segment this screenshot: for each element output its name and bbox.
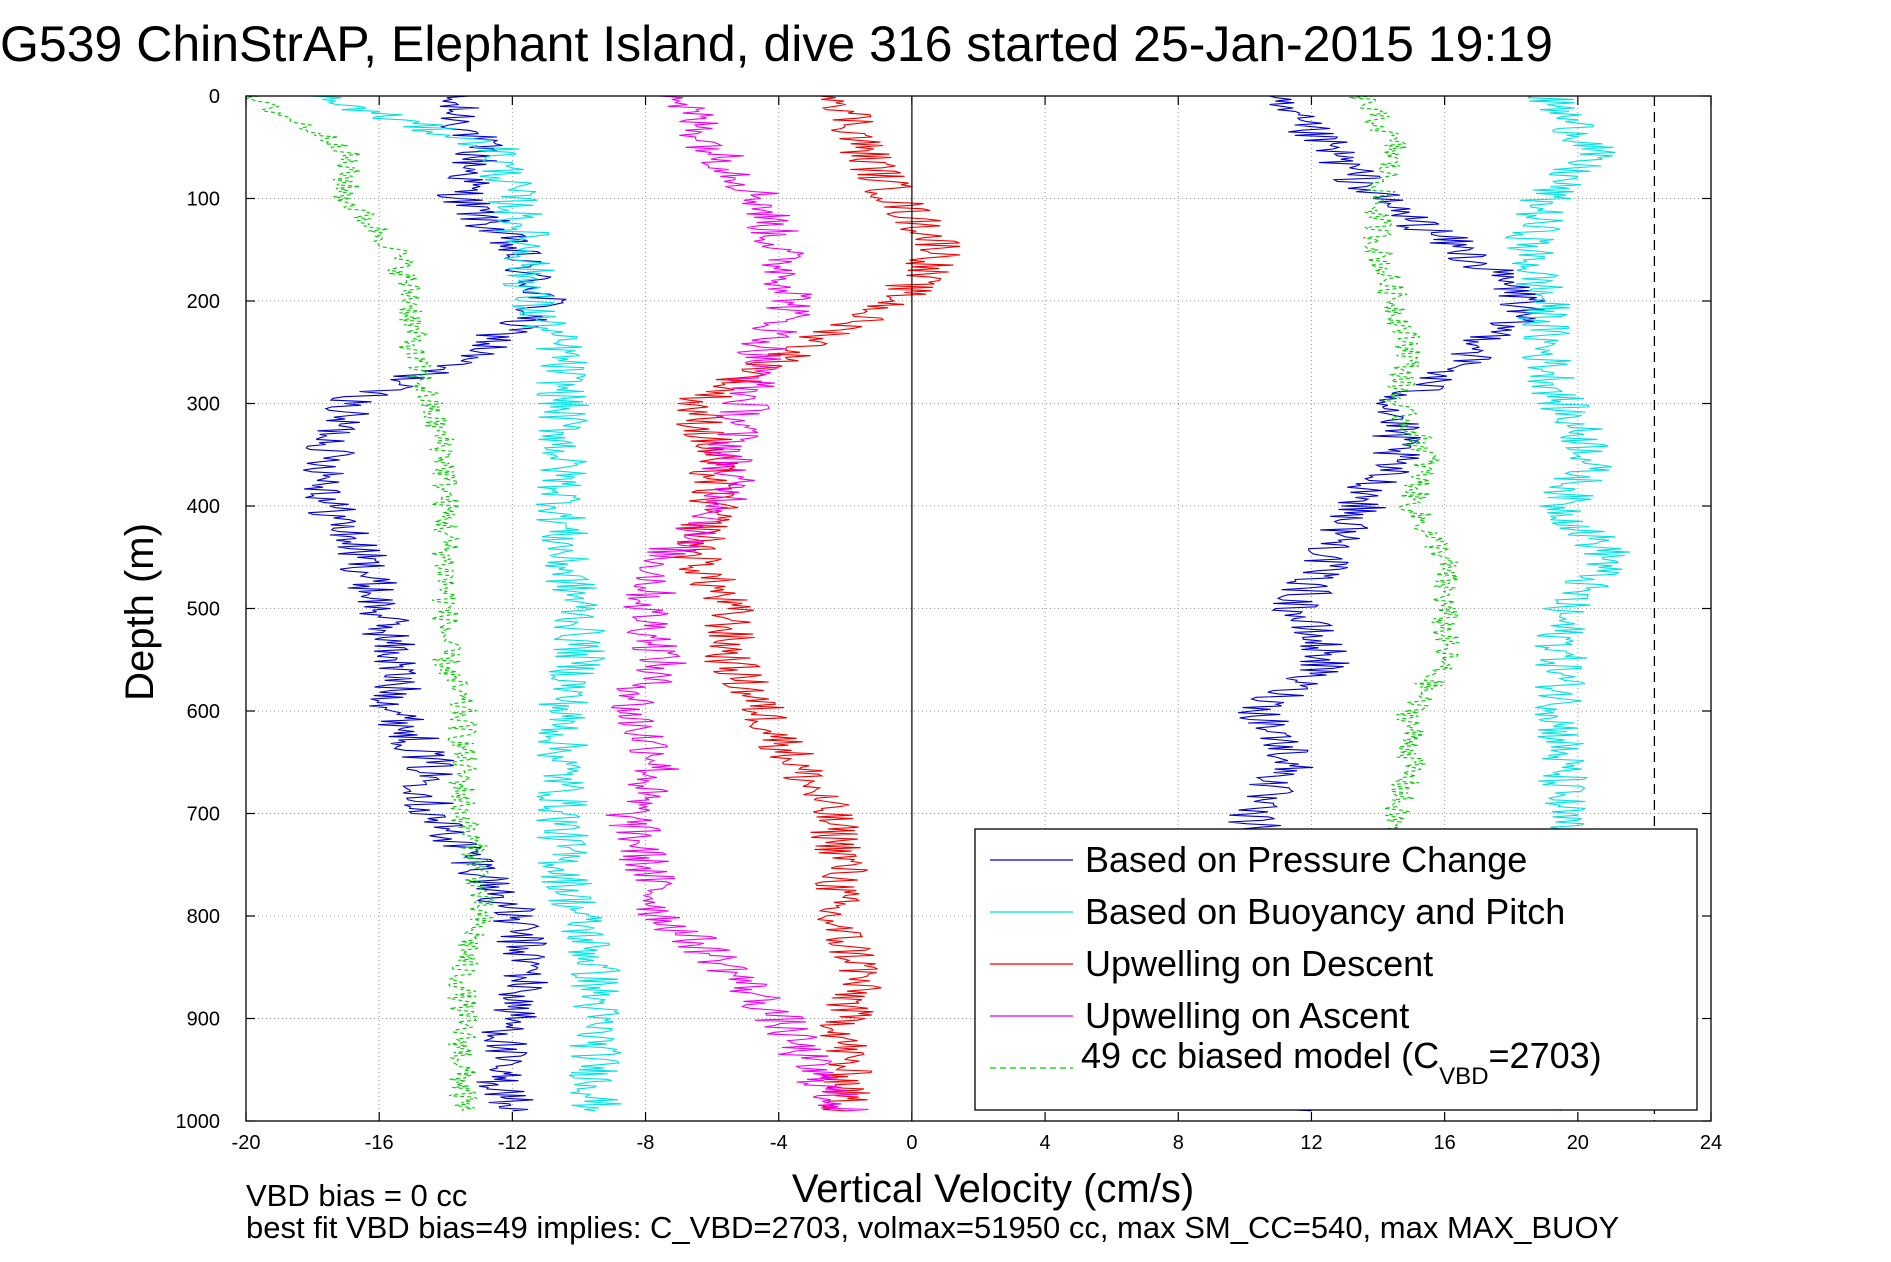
x-tick-label: 12 — [1300, 1132, 1322, 1154]
legend-box — [974, 828, 1698, 1111]
y-axis-title: Depth (m) — [118, 523, 162, 701]
legend-label-buoyancy: Based on Buoyancy and Pitch — [1085, 891, 1565, 932]
x-tick-label: 4 — [1040, 1132, 1051, 1154]
ticks — [245, 95, 1712, 1122]
y-tick-label: 200 — [187, 291, 220, 313]
legend-model-prefix: 49 cc biased model (C — [1081, 1035, 1439, 1076]
y-tick-label: 300 — [187, 394, 220, 416]
y-tick-label: 1000 — [176, 1111, 221, 1133]
x-tick-label: -8 — [637, 1132, 655, 1154]
legend-label-descent: Upwelling on Descent — [1085, 943, 1433, 984]
y-tick-label: 900 — [187, 1009, 220, 1031]
legend: Based on Pressure Change Based on Buoyan… — [974, 828, 1698, 1111]
x-tick-label: -4 — [770, 1132, 788, 1154]
series-0-descent-line — [303, 95, 567, 1112]
tick-labels: -20 -16 -12 -8 -4 0 4 8 12 16 20 24 0 100 200 300 400 500… — [176, 86, 1723, 1154]
x-tick-label: 20 — [1567, 1132, 1589, 1154]
footer-line-1: VBD bias = 0 cc — [246, 1178, 467, 1213]
x-tick-label: -12 — [498, 1132, 527, 1154]
y-tick-label: 700 — [187, 804, 220, 826]
x-tick-label: -16 — [365, 1132, 394, 1154]
y-tick-label: 100 — [187, 189, 220, 211]
series-3-ascent-line — [605, 95, 869, 1112]
y-tick-label: 0 — [209, 86, 220, 108]
x-axis-title: Vertical Velocity (cm/s) — [792, 1167, 1194, 1211]
series-2-descent-line — [670, 95, 961, 1112]
y-tick-label: 600 — [187, 701, 220, 723]
y-tick-label: 500 — [187, 599, 220, 621]
footer-line-2: best fit VBD bias=49 implies: C_VBD=2703… — [246, 1210, 1619, 1245]
x-tick-label: 8 — [1173, 1132, 1184, 1154]
x-tick-label: -20 — [232, 1132, 261, 1154]
x-tick-label: 16 — [1434, 1132, 1456, 1154]
series-1-descent-line — [310, 95, 622, 1112]
legend-label-ascent: Upwelling on Ascent — [1085, 995, 1409, 1036]
legend-label-model: 49 cc biased model (CVBD=2703) — [1081, 1035, 1602, 1090]
legend-label-pressure: Based on Pressure Change — [1085, 839, 1527, 880]
x-tick-label: 0 — [906, 1132, 917, 1154]
chart-title: G539 ChinStrAP, Elephant Island, dive 31… — [0, 16, 1553, 72]
legend-model-sub: VBD — [1439, 1063, 1488, 1090]
series-4-descent-line — [244, 95, 495, 1112]
x-tick-label: 24 — [1700, 1132, 1722, 1154]
y-tick-label: 400 — [187, 496, 220, 518]
y-tick-label: 800 — [187, 906, 220, 928]
legend-model-suffix: =2703) — [1489, 1035, 1602, 1076]
